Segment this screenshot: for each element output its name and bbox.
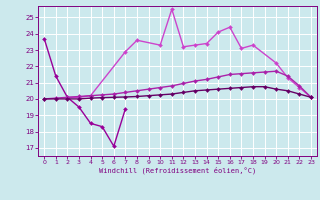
X-axis label: Windchill (Refroidissement éolien,°C): Windchill (Refroidissement éolien,°C)	[99, 167, 256, 174]
